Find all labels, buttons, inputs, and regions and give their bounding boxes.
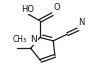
Text: O: O	[53, 3, 60, 12]
Text: N: N	[78, 18, 84, 27]
Text: N: N	[30, 35, 37, 44]
Text: CH₃: CH₃	[13, 35, 27, 44]
Text: HO: HO	[22, 4, 34, 14]
